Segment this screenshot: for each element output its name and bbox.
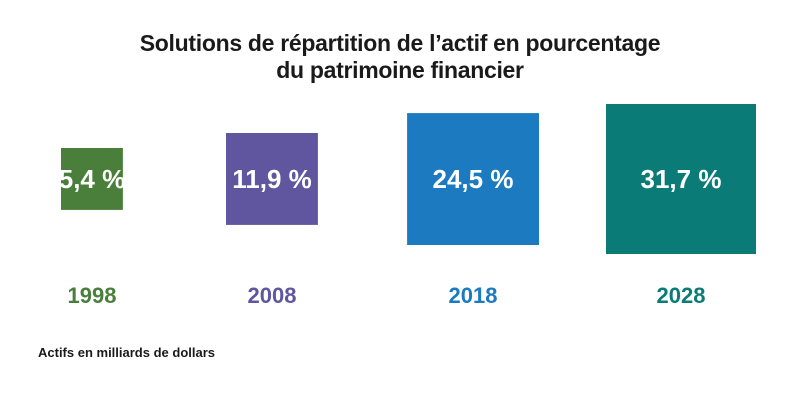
value-label-2028: 31,7 % (641, 164, 722, 194)
value-label-2018: 24,5 % (433, 164, 514, 194)
bar-2018 (407, 113, 539, 245)
bar-1998 (61, 148, 123, 210)
category-label-2028: 2028 (657, 283, 706, 308)
category-label-2008: 2008 (248, 283, 297, 308)
category-label-1998: 1998 (68, 283, 117, 308)
bar-2008 (226, 133, 318, 225)
chart-title: Solutions de répartition de l’actif en p… (0, 30, 800, 84)
chart-footnote: Actifs en milliards de dollars (38, 345, 215, 360)
chart-title-line-2: du patrimoine financier (276, 57, 524, 83)
chart-title-line-1: Solutions de répartition de l’actif en p… (139, 30, 661, 56)
category-label-2018: 2018 (449, 283, 498, 308)
bar-2028 (606, 104, 756, 254)
value-label-2008: 11,9 % (232, 164, 312, 194)
value-label-1998: 5,4 % (59, 164, 126, 194)
